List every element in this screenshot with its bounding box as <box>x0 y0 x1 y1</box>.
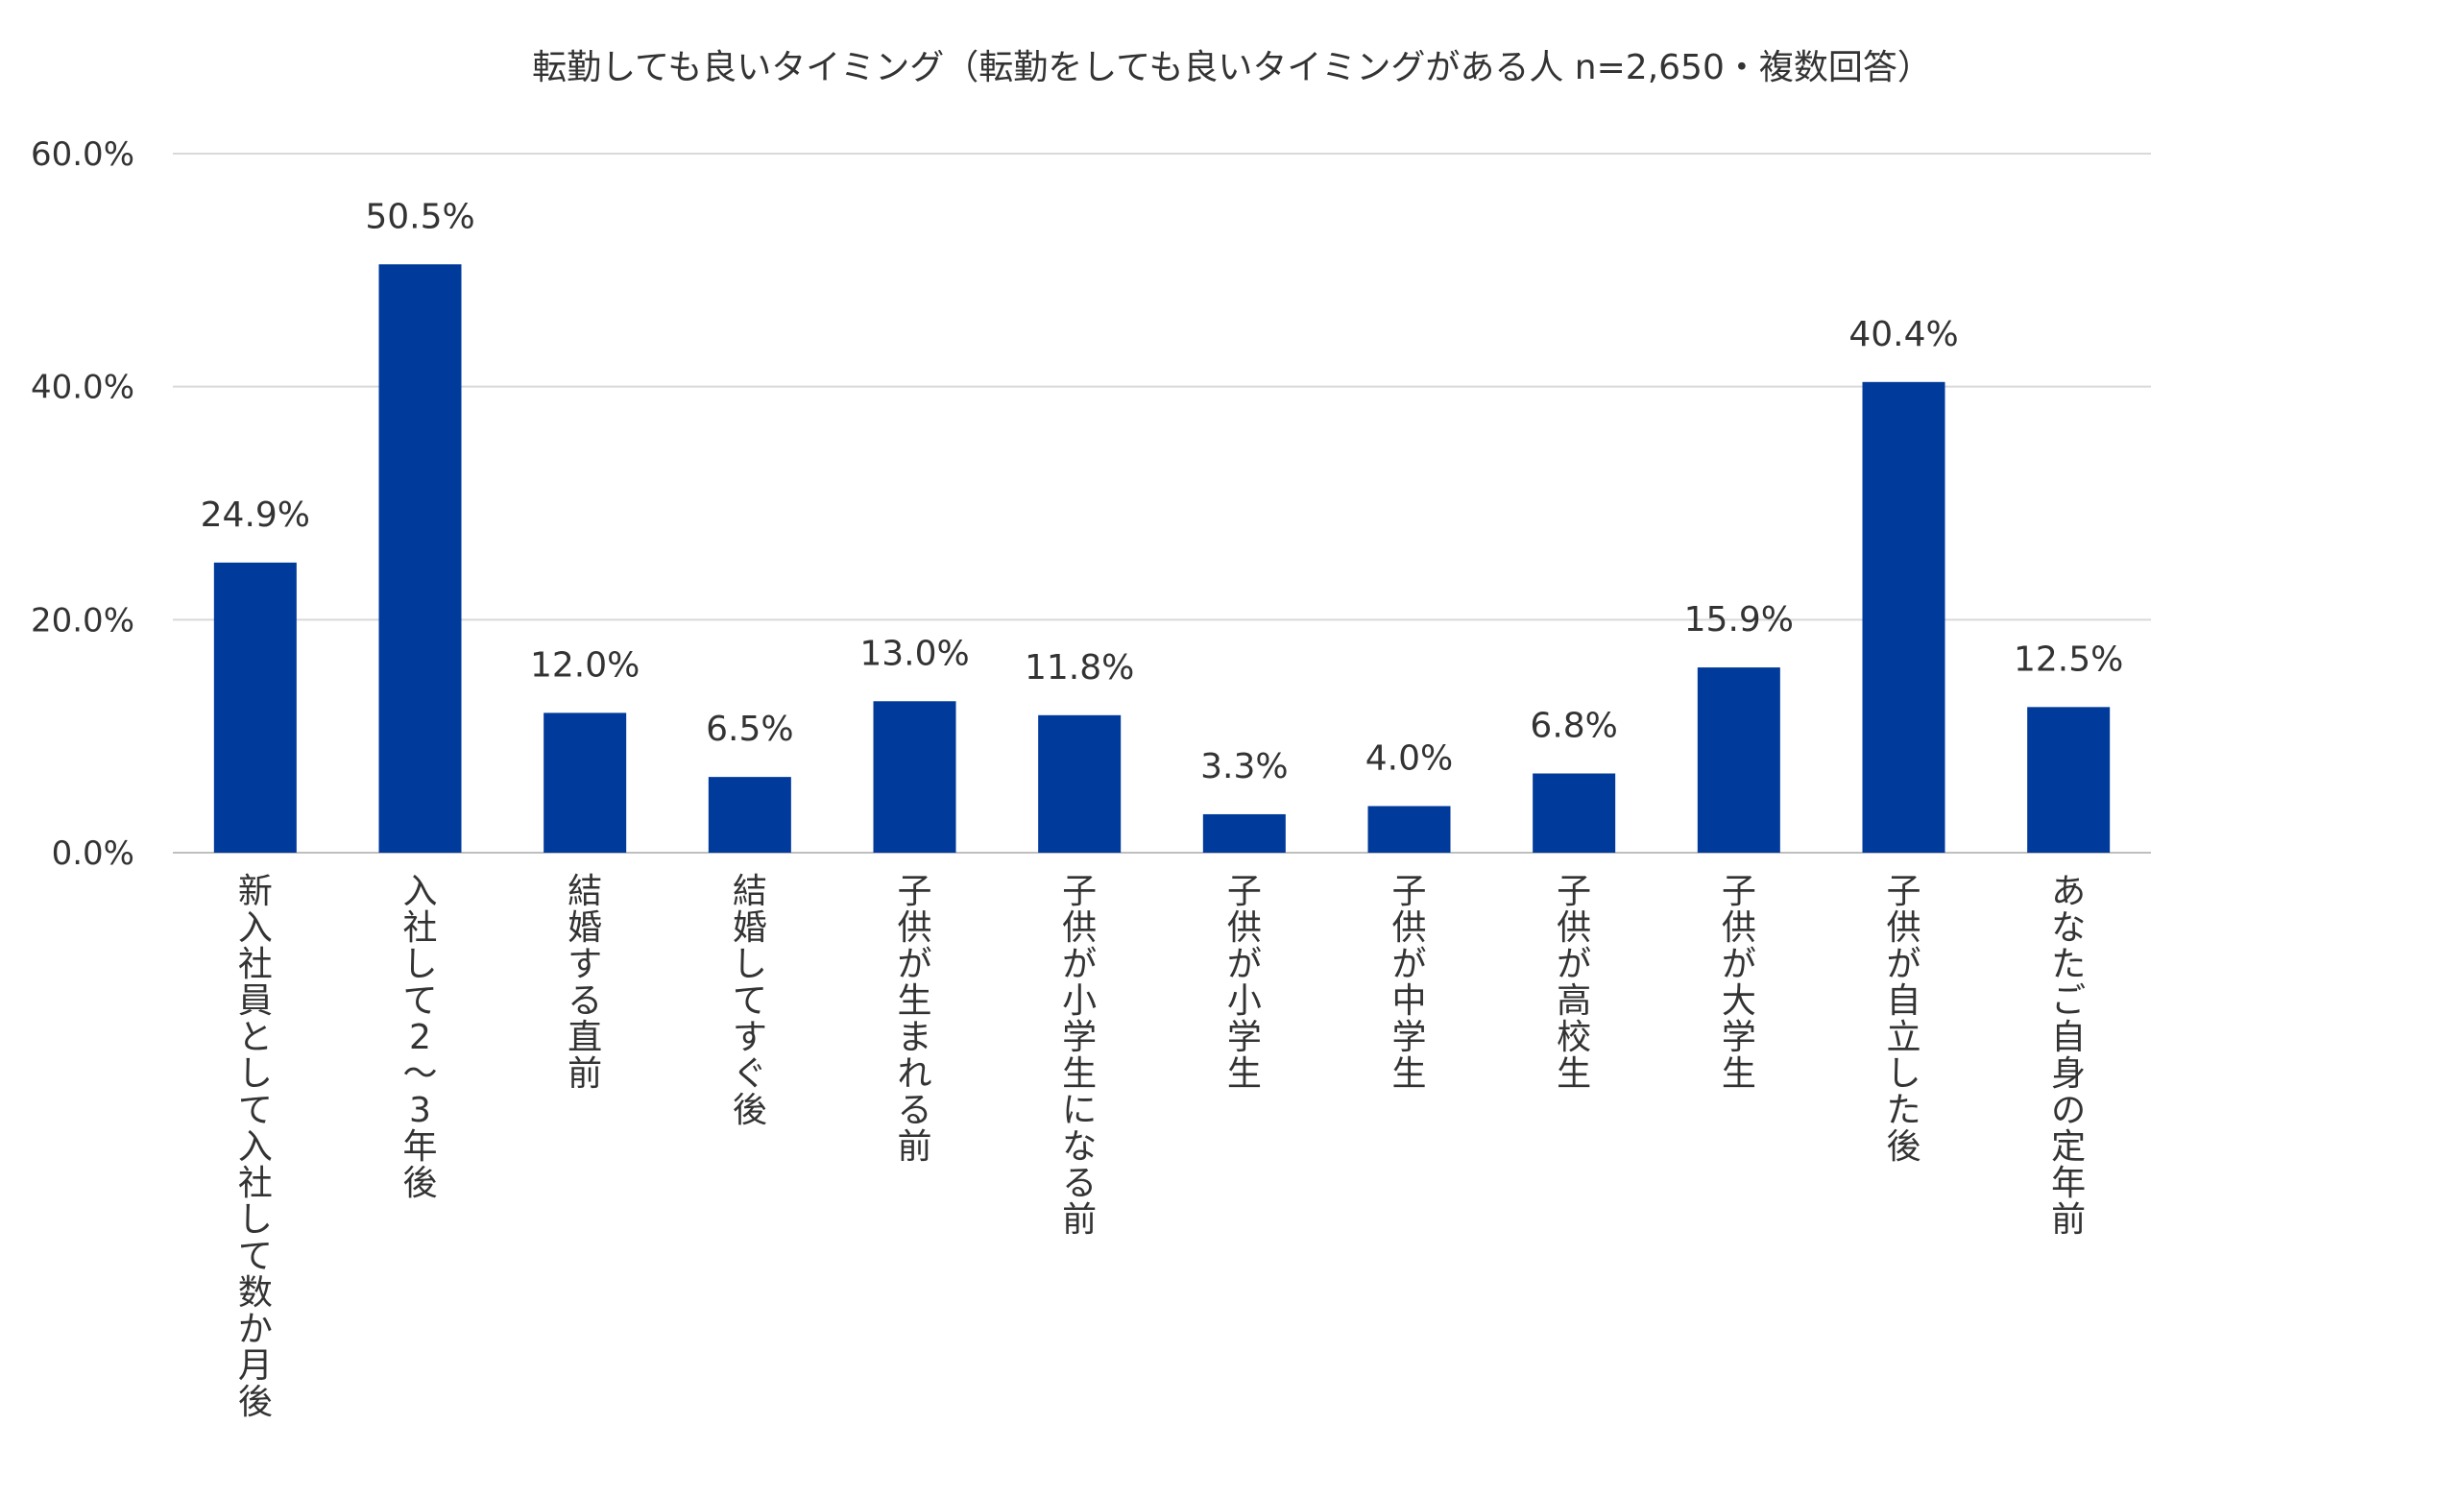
bar <box>544 712 627 853</box>
bar <box>1862 381 1945 853</box>
data-label: 50.5% <box>365 197 474 236</box>
bar <box>2027 707 2111 853</box>
data-label: 40.4% <box>1848 315 1958 354</box>
data-label: 24.9% <box>201 495 310 535</box>
chart-title: 転勤しても良いタイミング（転勤をしても良いタイミングがある人 n=2,650・複… <box>532 48 1932 87</box>
bar <box>1697 667 1780 853</box>
category-label: 結婚する直前 <box>568 872 602 1094</box>
y-tick-label: 40.0% <box>31 369 134 407</box>
data-label: 3.3% <box>1200 747 1288 786</box>
data-label: 4.0% <box>1365 738 1453 778</box>
bars <box>213 264 2111 853</box>
y-tick-label: 60.0% <box>31 135 134 174</box>
category-label: 子供が中学生 <box>1391 872 1426 1094</box>
y-axis-ticks: 0.0% 20.0% 40.0% 60.0% <box>31 135 134 873</box>
data-label: 12.0% <box>530 645 640 685</box>
category-label: 結婚してすぐ後 <box>733 872 767 1130</box>
bar <box>1367 806 1451 853</box>
bar <box>378 264 462 853</box>
category-label: 子供が自立した後 <box>1886 872 1920 1167</box>
y-tick-label: 20.0% <box>31 601 134 640</box>
y-tick-label: 0.0% <box>52 834 134 873</box>
data-label: 15.9% <box>1684 600 1794 640</box>
category-label: 子供が小学生になる前 <box>1062 872 1097 1240</box>
bar <box>1038 714 1122 853</box>
category-label: 新入社員として入社して数か月後 <box>238 872 273 1422</box>
data-label: 6.8% <box>1530 706 1617 745</box>
data-label: 13.0% <box>859 634 969 673</box>
x-axis-labels: 新入社員として入社して数か月後 入社して 2 ～ 3 年後 結婚する直前 結婚してすぐ後 子供が… <box>238 872 2086 1422</box>
data-label: 11.8% <box>1025 648 1134 688</box>
category-label: 子供が大学生 <box>1722 872 1756 1094</box>
category-label: 子供が生まれる前 <box>897 872 931 1167</box>
bar <box>1202 813 1286 853</box>
data-label: 12.5% <box>2014 640 2123 679</box>
data-labels: 24.9% 50.5% 12.0% 6.5% 13.0% 11.8% 3.3% 4.0% 6.8… <box>201 197 2124 786</box>
gridlines <box>173 153 2151 854</box>
bar <box>1533 773 1616 853</box>
bar <box>213 562 297 853</box>
category-label: 入社して 2 ～ 3 年後 <box>402 872 437 1203</box>
bar <box>873 701 956 853</box>
category-label: 子供が高校生 <box>1557 872 1591 1094</box>
category-label: あなたご自身の定年前 <box>2051 872 2086 1240</box>
bar <box>708 777 791 853</box>
data-label: 6.5% <box>706 710 793 749</box>
category-label: 子供が小学生 <box>1227 872 1262 1094</box>
